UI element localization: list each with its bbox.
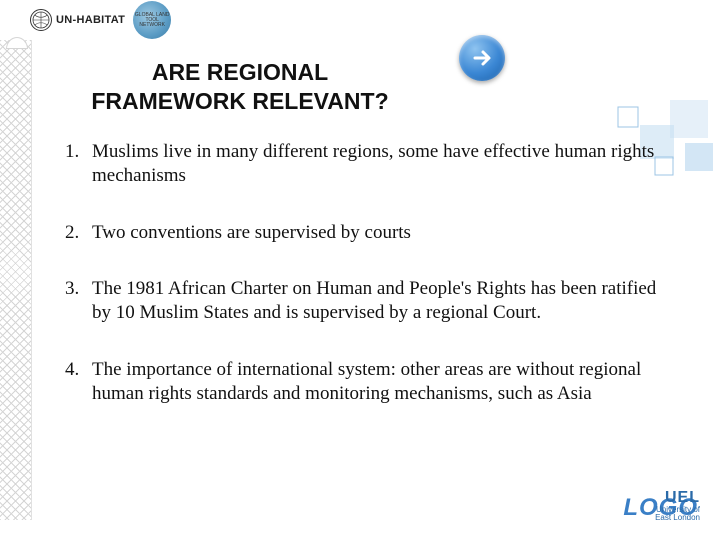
list-item: Muslims live in many different regions, … — [84, 140, 658, 189]
gltn-logo: GLOBAL LAND TOOL NETWORK — [133, 1, 171, 39]
unhabitat-logo: UN-HABITAT — [30, 9, 125, 31]
gltn-label: GLOBAL LAND TOOL NETWORK — [133, 13, 171, 28]
left-ornament-pattern — [0, 40, 32, 520]
slide: UN-HABITAT GLOBAL LAND TOOL NETWORK ARE … — [0, 0, 720, 540]
footer-uel: UEL University of East London — [655, 490, 700, 522]
bullet-list: Muslims live in many different regions, … — [58, 140, 658, 406]
list-item: The importance of international system: … — [84, 358, 658, 407]
slide-title: ARE REGIONAL FRAMEWORK RELEVANT? — [80, 58, 400, 116]
list-item: The 1981 African Charter on Human and Pe… — [84, 277, 658, 326]
arrow-right-icon — [470, 46, 494, 70]
content-area: Muslims live in many different regions, … — [58, 140, 658, 438]
unhabitat-label: UN-HABITAT — [56, 14, 125, 26]
unhabitat-icon — [30, 9, 52, 31]
uel-acronym: UEL — [655, 490, 700, 506]
uel-line2: East London — [655, 514, 700, 522]
list-item: Two conventions are supervised by courts — [84, 221, 658, 245]
header-bar: UN-HABITAT GLOBAL LAND TOOL NETWORK — [0, 0, 720, 40]
next-arrow-button[interactable] — [459, 35, 505, 81]
